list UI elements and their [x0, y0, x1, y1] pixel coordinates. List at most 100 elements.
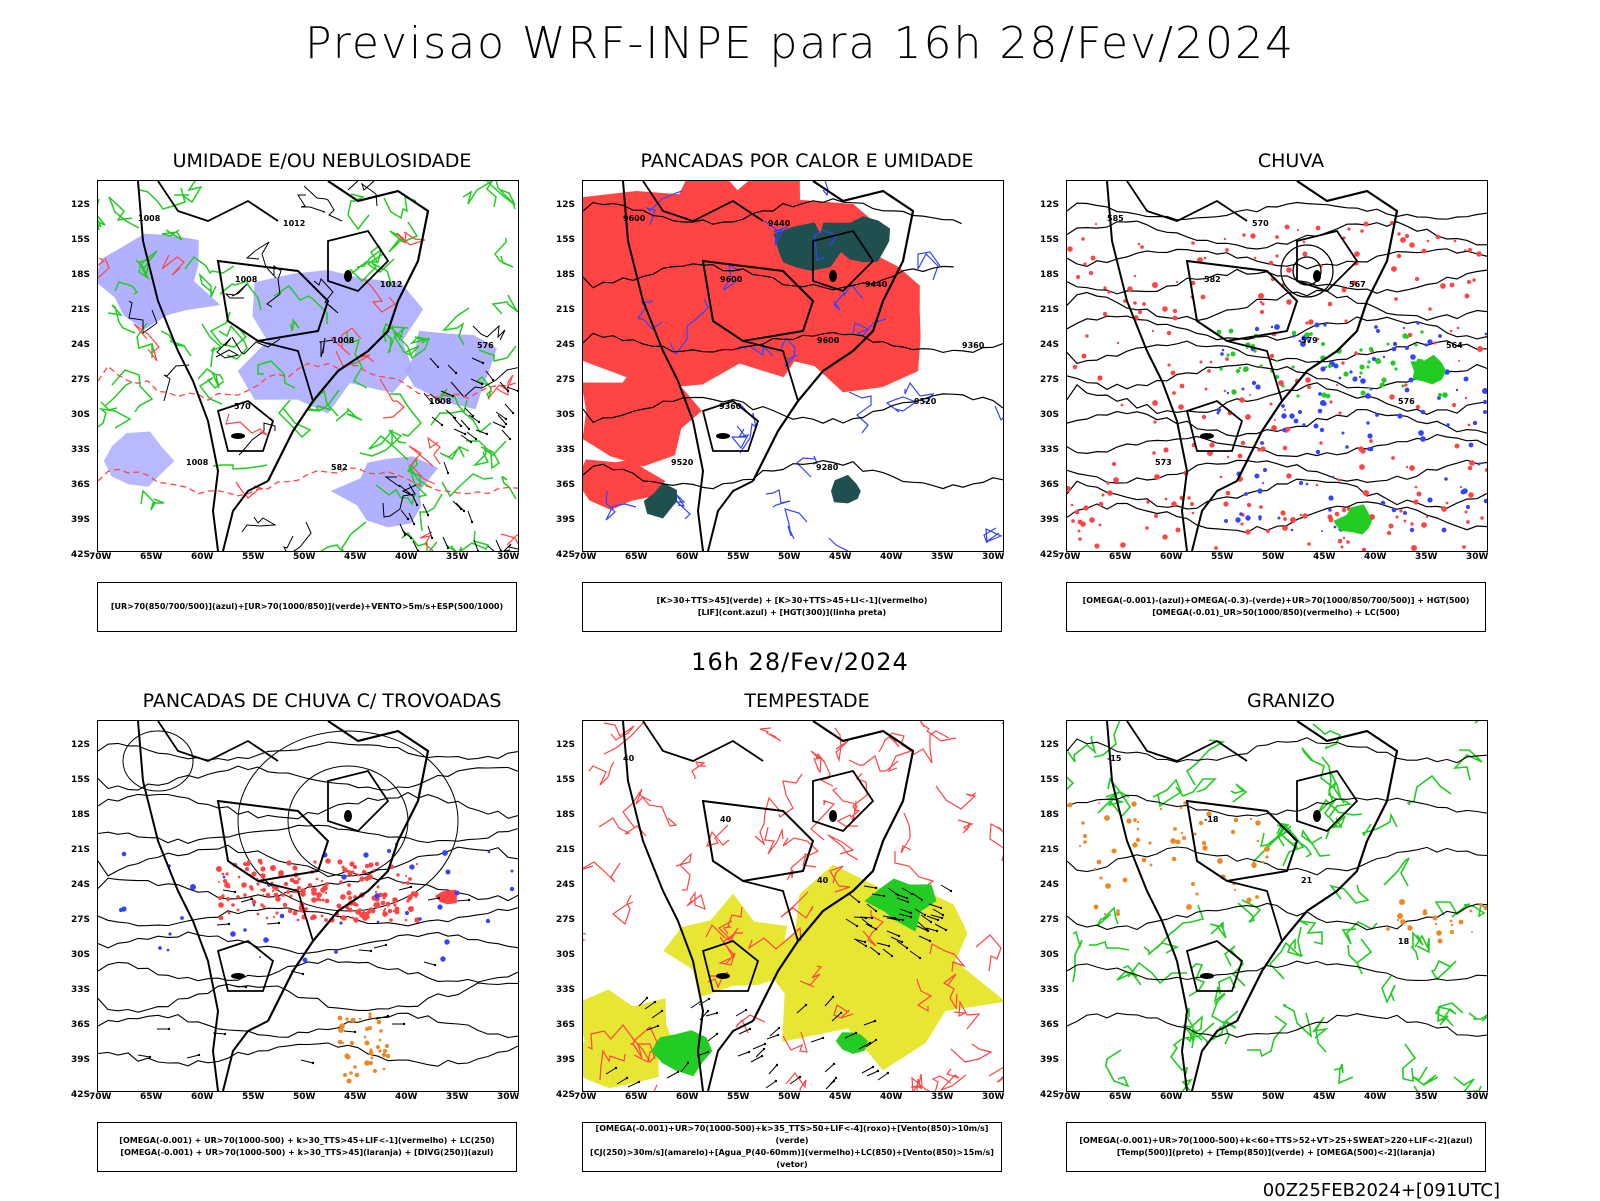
- lon-tick: 35W: [1415, 1092, 1438, 1102]
- panel-legend: [UR>70(850/700/500)](azul)+[UR>70(1000/8…: [97, 582, 517, 632]
- lat-tick: 42S: [1040, 1090, 1060, 1100]
- lat-tick: 18S: [556, 270, 576, 280]
- lat-tick: 18S: [1040, 810, 1060, 820]
- lat-tick: 36S: [1040, 1020, 1060, 1030]
- lon-tick: 50W: [1262, 552, 1285, 562]
- map-panel-6: GRANIZO -15 -18 21 18 12S 15S 18S 21S 24S 27S 30S 3…: [1040, 690, 1526, 1172]
- lon-tick: 55W: [242, 552, 265, 562]
- contour-label: -18: [1204, 815, 1219, 824]
- lon-tick: 60W: [676, 1092, 699, 1102]
- lon-tick: 45W: [1313, 1092, 1336, 1102]
- contour-label: 9600: [720, 275, 743, 284]
- lat-tick: 30S: [1040, 410, 1060, 420]
- lon-tick: 30W: [982, 552, 1005, 562]
- lat-tick: 27S: [556, 915, 576, 925]
- contour-label: 582: [331, 463, 348, 472]
- legend-line: [K>30+TTS>45](verde) + [K>30+TTS>45+LI<-…: [656, 596, 928, 605]
- lat-tick: 39S: [71, 1055, 91, 1065]
- lat-tick: 24S: [556, 340, 576, 350]
- legend-line: [OMEGA(-0.001) + UR>70(1000-500) + k>30_…: [120, 1148, 494, 1157]
- map-graphic: 585 582 579 576 573 570 567 564: [1067, 181, 1487, 551]
- map-panel-1: UMIDADE E/OU NEBULOSIDADE 1008 1008 1008 10…: [71, 150, 557, 632]
- lon-tick: 45W: [344, 1092, 367, 1102]
- lat-tick: 24S: [1040, 340, 1060, 350]
- contour-label: 9440: [768, 219, 791, 228]
- lon-tick: 70W: [574, 1092, 597, 1102]
- lon-tick: 50W: [778, 552, 801, 562]
- lat-tick: 27S: [71, 375, 91, 385]
- lon-tick: 60W: [191, 552, 214, 562]
- lon-tick: 50W: [293, 1092, 316, 1102]
- lat-tick: 24S: [71, 880, 91, 890]
- map-graphic: 9600 9600 9600 9520 9520 9440 9440 9360 9360 9280: [583, 181, 1003, 551]
- lat-tick: 24S: [1040, 880, 1060, 890]
- lat-tick: 15S: [71, 775, 91, 785]
- contour-label: 40: [817, 876, 829, 885]
- lon-tick: 60W: [676, 552, 699, 562]
- lon-tick: 35W: [1415, 552, 1438, 562]
- lat-tick: 18S: [1040, 270, 1060, 280]
- panel-title: TEMPESTADE: [744, 690, 870, 712]
- contour-label: 21: [1301, 876, 1313, 885]
- lat-tick: 24S: [556, 880, 576, 890]
- lon-tick: 40W: [880, 552, 903, 562]
- contour-label: 1008: [429, 397, 452, 406]
- lon-tick: 70W: [1058, 1092, 1081, 1102]
- lon-tick: 70W: [574, 552, 597, 562]
- lon-tick: 35W: [931, 1092, 954, 1102]
- panel-title: PANCADAS DE CHUVA C/ TROVOADAS: [142, 690, 502, 712]
- legend-line: [OMEGA(-0.001) + UR>70(1000-500) + k>30_…: [119, 1136, 495, 1145]
- lat-tick: 33S: [71, 445, 91, 455]
- lon-tick: 70W: [1058, 552, 1081, 562]
- lat-tick: 30S: [71, 410, 91, 420]
- lat-tick: 12S: [1040, 200, 1060, 210]
- contour-label: -15: [1107, 754, 1122, 763]
- lon-tick: 55W: [1211, 1092, 1234, 1102]
- map-plot: 40 40 40: [582, 720, 1004, 1092]
- lat-tick: 21S: [71, 305, 91, 315]
- panel-legend: [OMEGA(-0.001)+UR>70(1000-500)+k>35_TTS>…: [582, 1122, 1002, 1172]
- map-panel-3: CHUVA 585 582 579 576 573 570 567 564 12S 15S 18S 2…: [1040, 150, 1526, 632]
- lon-tick: 70W: [89, 552, 112, 562]
- lat-tick: 24S: [71, 340, 91, 350]
- legend-line: [LIF](cont.azul) + [HGT(300)](linha pret…: [697, 608, 887, 617]
- contour-label: 1012: [380, 280, 402, 289]
- lat-tick: 39S: [71, 515, 91, 525]
- contour-label: 1012: [283, 219, 305, 228]
- lon-tick: 55W: [1211, 552, 1234, 562]
- lat-tick: 42S: [556, 1090, 576, 1100]
- lat-tick: 21S: [556, 845, 576, 855]
- lon-tick: 55W: [727, 1092, 750, 1102]
- contour-label: 9520: [914, 397, 937, 406]
- lon-tick: 30W: [497, 1092, 520, 1102]
- lat-tick: 36S: [71, 480, 91, 490]
- contour-label: 567: [1349, 280, 1366, 289]
- lon-tick: 45W: [344, 552, 367, 562]
- lon-tick: 55W: [727, 552, 750, 562]
- lon-tick: 35W: [931, 552, 954, 562]
- contour-label: 564: [1446, 341, 1463, 350]
- lat-tick: 12S: [1040, 740, 1060, 750]
- contour-label: 9600: [817, 336, 840, 345]
- lat-tick: 30S: [1040, 950, 1060, 960]
- lat-tick: 30S: [71, 950, 91, 960]
- map-panel-4: PANCADAS DE CHUVA C/ TROVOADAS 12S 15S 18S…: [71, 690, 557, 1172]
- lon-tick: 30W: [1466, 552, 1489, 562]
- legend-line: [UR>70(850/700/500)](azul)+[UR>70(1000/8…: [110, 602, 504, 611]
- lon-tick: 50W: [778, 1092, 801, 1102]
- legend-line: [Temp(500)](preto) + [Temp(850)](verde) …: [1116, 1148, 1436, 1157]
- lat-tick: 12S: [556, 200, 576, 210]
- panel-title: UMIDADE E/OU NEBULOSIDADE: [172, 150, 472, 172]
- lat-tick: 33S: [71, 985, 91, 995]
- lat-tick: 39S: [556, 1055, 576, 1065]
- contour-label: 9360: [962, 341, 985, 350]
- lon-tick: 35W: [446, 552, 469, 562]
- contour-label: 1008: [138, 214, 161, 223]
- lon-tick: 30W: [497, 552, 520, 562]
- lat-tick: 27S: [1040, 915, 1060, 925]
- contour-label: 1008: [186, 458, 209, 467]
- map-graphic: 40 40 40: [583, 721, 1003, 1091]
- lon-tick: 60W: [1160, 552, 1183, 562]
- lon-tick: 30W: [1466, 1092, 1489, 1102]
- lat-tick: 39S: [556, 515, 576, 525]
